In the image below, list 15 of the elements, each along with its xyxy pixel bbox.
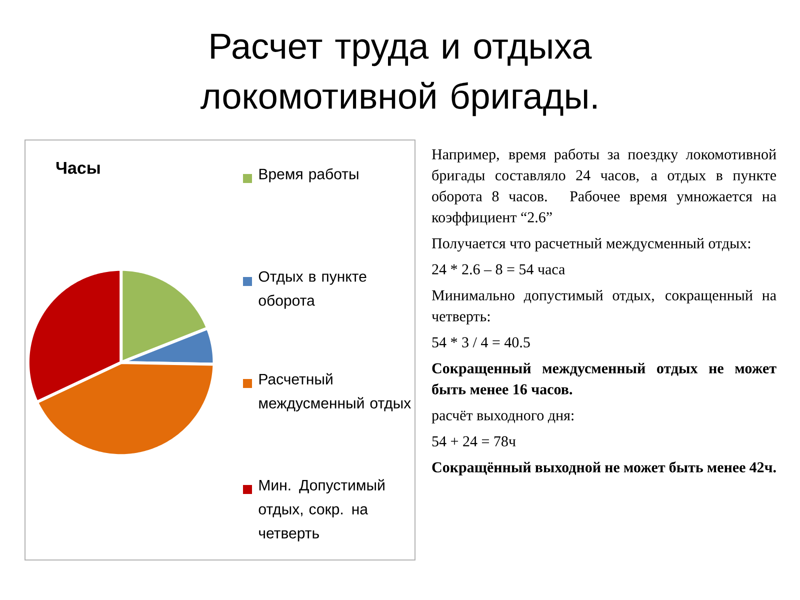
text: Сокращенный междусменный отдых не может быть менее 16 часов. — [432, 362, 776, 394]
legend-label: Расчетный междусменный отдых — [259, 373, 411, 412]
legend-label: Отдых в пункте оборота — [258, 271, 366, 309]
text: Например, время работы за поездку локомотивной бригады составляло 24 часов, а отдых в пункте оборота 8 часов. Рабочее время умножается на коэффициент “2.6” — [432, 148, 776, 226]
legend-label: Мин. Допустимый отдых, сокр. на четверть — [258, 479, 384, 542]
text: 24 * 2.6 – 8 = 54 часа — [432, 264, 565, 274]
text: расчёт выходного дня: — [432, 410, 574, 424]
text: Минимально допустимый отдых, сокращенный на четверть: — [432, 290, 776, 324]
chart-title: Расчет труда и отдыха локомотивной бригады. — [200, 34, 596, 116]
text: Часы — [56, 162, 100, 174]
legend-label: Время работы — [259, 168, 358, 182]
text: 54 * 3 / 4 = 40.5 — [432, 337, 530, 348]
text: Сокращённый выходной не может быть менее 42ч. — [432, 462, 776, 476]
text: Получается что расчетный междусменный отдых: — [432, 238, 750, 252]
text: 54 + 24 = 78ч — [432, 436, 516, 446]
